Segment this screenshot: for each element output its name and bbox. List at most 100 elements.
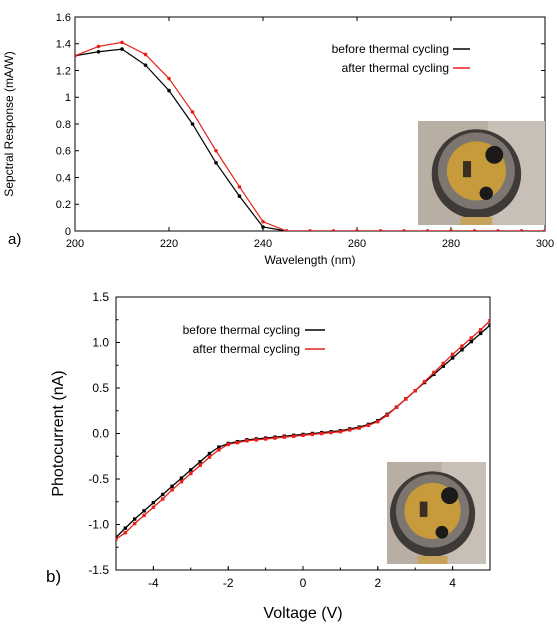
data-point [190,110,195,114]
data-point [189,471,193,476]
data-point [151,500,156,505]
x-tick-label: 300 [536,238,554,250]
data-point [217,445,221,449]
data-point [357,426,361,430]
y-tick-label: 0.0 [92,427,109,441]
data-point [425,229,430,231]
data-point [348,428,352,432]
data-point [235,440,240,445]
chart-a-inset-photo [418,121,545,225]
data-point [179,476,184,480]
data-point [263,437,268,441]
data-point [355,229,359,231]
data-point [378,229,383,231]
data-point [190,122,195,126]
data-point [214,160,218,165]
data-point [217,448,221,452]
y-tick-label: 0.8 [56,119,71,131]
x-tick-label: 260 [348,238,366,250]
data-point [214,148,218,153]
series-line [75,41,545,231]
data-point [133,521,137,526]
data-point [366,423,371,428]
chart-b-svg: -4 -2 0 2 4 -1.5 -1.0 -0.5 0.0 0.5 1.0 1.5 Voltage (… [46,290,491,622]
chart-b-photo-base [417,556,448,564]
data-point [120,40,124,45]
data-point [273,436,277,440]
data-point [198,463,202,468]
data-point [116,535,118,539]
data-point [237,194,242,199]
y-axis-label: Photocurrent (nA) [50,370,67,496]
data-point [161,492,165,497]
x-tick-label: -2 [223,576,234,590]
series-after-thermal-cycling [116,318,490,541]
x-axis-label: Voltage (V) [263,605,342,622]
legend-label: before thermal cycling [183,323,300,337]
data-point [75,53,77,58]
y-axis-label: Sepctral Response (mA/W) [2,51,16,196]
data-point [404,397,408,401]
data-point [543,229,545,231]
data-point [116,537,118,541]
data-point [413,389,417,393]
data-point [478,328,483,332]
data-point [488,323,490,327]
chart-b-inset-photo [387,462,486,564]
data-point [496,229,500,231]
data-point [170,488,174,492]
chart-a-photo-pin-bottom [479,186,493,200]
x-tick-label: 220 [160,238,178,250]
data-point [161,497,165,501]
data-point [282,435,286,439]
data-point [450,356,455,360]
data-point [226,442,230,447]
data-point [291,434,296,438]
y-tick-label: 0.6 [56,146,71,158]
data-point [123,530,128,535]
chart-b-photo-chip [419,501,428,517]
y-tick-label: 1.4 [56,39,71,51]
chart-b-photo-pin-bottom [435,525,449,539]
data-point [394,405,399,409]
x-tick-label: 4 [449,576,456,590]
data-point [120,47,124,51]
x-tick-label: 280 [442,238,460,250]
data-point [96,44,101,49]
y-tick-label: 1.6 [56,12,71,24]
data-point [450,352,455,357]
data-point [301,433,305,438]
data-point [385,413,389,417]
chart-b-photo-pin-top [441,487,459,505]
data-point [198,460,202,464]
y-tick-label: 1.2 [56,65,71,77]
y-tick-label: -1.5 [88,563,109,577]
data-point [449,229,453,231]
data-point [143,63,148,67]
data-point [167,76,171,81]
data-point [261,225,265,229]
data-point [254,438,258,442]
data-point [432,370,436,375]
data-point [189,468,193,472]
x-axis-label: Wavelength (nm) [265,253,356,267]
panel-b-photocurrent: -4 -2 0 2 4 -1.5 -1.0 -0.5 0.0 0.5 1.0 1.5 Voltage (… [0,280,557,626]
data-point [310,432,315,437]
panel-a-spectral-response: 200 220 240 260 280 300 0 0.2 0.4 0.6 0.8 1 1.2 1.4 1.… [0,0,557,280]
legend-label: after thermal cycling [342,61,449,75]
data-point [441,364,445,368]
data-point [402,229,406,231]
y-tick-label: 0.2 [56,199,71,211]
data-point [338,429,343,434]
data-point [478,331,483,336]
legend-label: after thermal cycling [193,342,300,356]
data-point [460,344,464,348]
data-point [469,339,473,344]
data-point [329,430,333,435]
data-point [142,509,146,513]
y-tick-label: -0.5 [88,472,109,486]
data-point [237,185,242,189]
data-point [469,336,473,340]
chart-a-photo-chip [463,161,472,178]
panel-label: a) [8,231,21,248]
